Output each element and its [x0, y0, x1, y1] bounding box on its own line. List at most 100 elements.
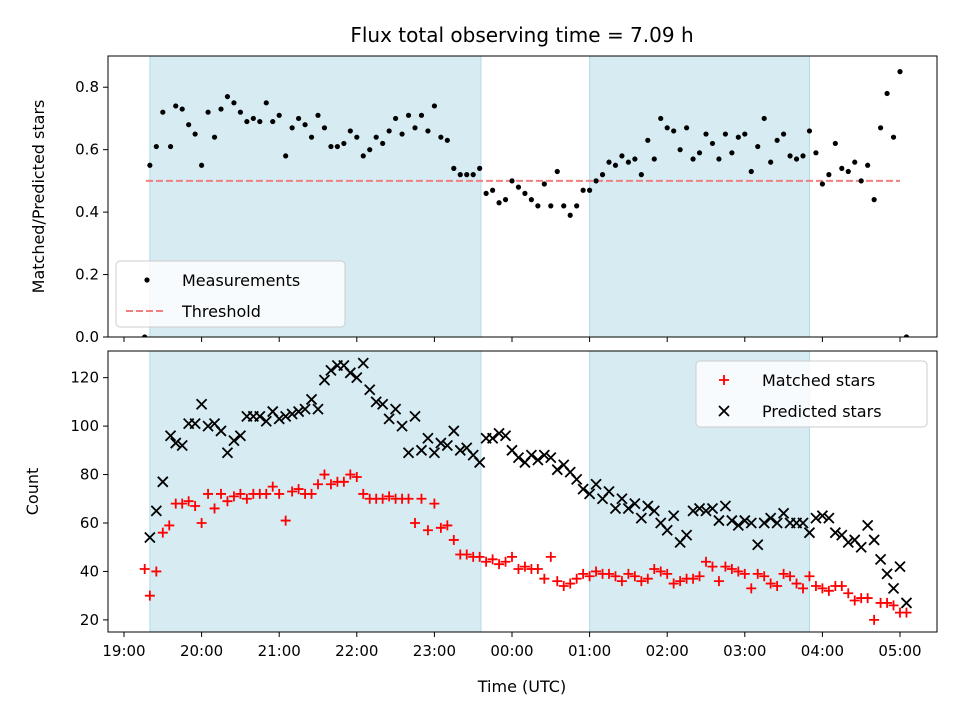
matched-stars-point: [280, 515, 291, 526]
matched-stars-point: [487, 554, 498, 565]
measurement-point: [651, 156, 657, 162]
predicted-stars-point: [525, 449, 538, 461]
measurement-point: [496, 200, 502, 206]
matched-stars-point: [675, 576, 686, 587]
x-tick-label: 22:00: [335, 642, 378, 660]
measurement-point: [690, 156, 696, 162]
predicted-stars-point: [292, 405, 305, 418]
predicted-stars-point: [603, 485, 615, 498]
predicted-stars-point: [771, 517, 783, 529]
measurement-point: [509, 178, 515, 184]
y-tick-label: 40: [80, 562, 99, 580]
measurement-point: [593, 178, 599, 184]
measurement-point: [729, 150, 735, 156]
predicted-stars-point: [823, 512, 835, 524]
predicted-stars-point: [616, 493, 628, 505]
matched-stars-point: [500, 556, 511, 567]
matched-stars-point: [474, 551, 485, 562]
predicted-stars-point: [215, 425, 227, 437]
predicted-stars-point: [680, 529, 693, 541]
predicted-stars-point: [157, 476, 169, 488]
measurement-point: [671, 128, 677, 134]
measurement-point: [276, 112, 282, 118]
measurement-point: [658, 115, 664, 122]
matched-stars-point: [836, 580, 847, 591]
x-tick-label: 05:00: [878, 642, 921, 660]
predicted-stars-point: [221, 447, 234, 459]
measurement-point: [528, 197, 535, 203]
matched-stars-point: [655, 566, 666, 577]
predicted-stars-point: [422, 432, 434, 444]
measurement-point: [438, 134, 444, 140]
matched-stars-point: [539, 573, 550, 584]
legend: Measurements Threshold: [115, 260, 346, 328]
matched-stars-point: [662, 568, 673, 579]
measurement-point: [283, 153, 289, 159]
measurement-point: [722, 131, 729, 137]
bottom-panel: 20 40 60 80 100 120 19:00 20:00 21:00 22:00 23:00 0…: [23, 350, 938, 660]
measurement-point: [380, 140, 386, 147]
x-tick-label: 04:00: [801, 642, 844, 660]
measurement-point: [211, 134, 218, 140]
predicted-stars-point: [357, 357, 369, 369]
measurement-point: [167, 143, 174, 150]
measurement-point: [587, 187, 593, 193]
measurement-point: [554, 168, 560, 175]
predicted-stars-point: [706, 502, 719, 515]
predicted-stars-point: [810, 512, 822, 524]
predicted-stars-point: [629, 497, 641, 510]
measurement-point: [781, 131, 787, 137]
matched-stars-point: [287, 486, 298, 497]
matched-stars-point: [345, 469, 356, 480]
predicted-stars-point: [713, 514, 725, 527]
legend-label: Threshold: [181, 302, 261, 321]
matched-stars-point: [785, 571, 796, 582]
measurement-point: [748, 168, 754, 175]
x-tick-label: 03:00: [723, 642, 766, 660]
legend-label: Predicted stars: [762, 402, 882, 421]
measurement-point: [903, 334, 910, 337]
predicted-stars-point: [344, 367, 356, 379]
predicted-stars-point: [454, 444, 466, 456]
predicted-stars-point: [532, 454, 544, 466]
matched-stars-point: [584, 571, 595, 582]
matched-stars-point: [849, 595, 860, 606]
measurement-point: [270, 118, 276, 125]
predicted-stars-point: [325, 364, 337, 377]
predicted-stars-point: [260, 415, 272, 427]
legend-label: Measurements: [182, 271, 300, 290]
measurement-point: [638, 172, 644, 178]
predicted-stars-point: [874, 553, 887, 565]
measurement-point: [289, 125, 295, 131]
measurement-point: [735, 134, 741, 140]
predicted-stars-point: [894, 560, 906, 573]
measurement-point: [360, 153, 366, 159]
matched-stars-point: [752, 568, 763, 579]
predicted-stars-point: [732, 519, 744, 532]
predicted-stars-point: [351, 372, 363, 384]
x-tick-label: 00:00: [490, 642, 533, 660]
predicted-stars-point: [668, 510, 680, 522]
matched-stars-point: [623, 568, 634, 579]
predicted-stars-point: [571, 473, 583, 486]
measurement-point: [263, 100, 269, 106]
predicted-stars-point: [389, 403, 402, 415]
matched-stars-point: [642, 573, 653, 584]
measurement-point: [308, 134, 315, 140]
matched-stars-point: [203, 488, 214, 499]
measurement-point: [431, 103, 437, 109]
axes-frame: [107, 350, 938, 633]
predicted-stars-point: [642, 500, 654, 512]
measurement-point: [224, 93, 231, 100]
matched-stars-point: [435, 522, 446, 533]
measurement-point: [321, 125, 328, 131]
shaded-interval: [149, 351, 482, 632]
predicted-stars-point: [195, 398, 208, 410]
measurement-point: [625, 159, 632, 165]
predicted-stars-point: [286, 408, 298, 420]
measurement-point: [535, 203, 541, 209]
predicted-stars-point: [622, 502, 635, 515]
predicted-stars-point: [144, 531, 156, 544]
measurement-point: [199, 162, 205, 168]
measurement-point: [800, 153, 806, 159]
